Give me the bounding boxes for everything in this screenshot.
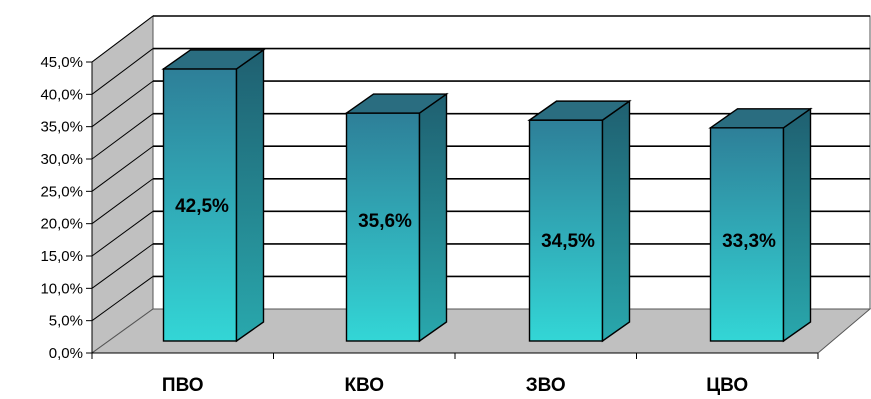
bar-side xyxy=(782,107,812,343)
bar-side xyxy=(235,48,265,343)
data-label: 35,6% xyxy=(358,211,412,232)
bar-top xyxy=(708,108,813,129)
y-tick-label: 20,0% xyxy=(40,216,83,233)
y-axis: 0,0% 5,0% 10,0% 15,0% 20,0% 25,0% 30,0% 35,0% 40… xyxy=(40,54,93,362)
data-label: 33,3% xyxy=(722,231,776,252)
bar: 35,6% xyxy=(344,92,449,343)
bar-side xyxy=(601,99,631,343)
y-tick-label: 30,0% xyxy=(40,151,83,168)
x-tick-label: ЦВО xyxy=(706,375,748,396)
gridline-side xyxy=(91,210,154,257)
bar-side xyxy=(418,92,448,343)
gridline-side xyxy=(91,276,154,322)
x-tick-label: ЗВО xyxy=(526,375,566,396)
gridline-side xyxy=(91,178,154,225)
bar-top xyxy=(161,49,266,70)
bar-front xyxy=(345,112,421,342)
y-tick-label: 10,0% xyxy=(40,280,83,297)
gridline-side xyxy=(91,80,154,128)
x-axis: ПВО КВО ЗВО ЦВО xyxy=(91,352,819,396)
x-tick-label: ПВО xyxy=(162,375,204,396)
gridline-side xyxy=(91,243,154,289)
y-tick-label: 5,0% xyxy=(49,313,83,330)
bar-top xyxy=(527,100,632,121)
bars: 42,5% 35,6% 34,5% 33,3% xyxy=(161,48,813,343)
y-tick-label: 35,0% xyxy=(40,119,83,136)
gridline-side xyxy=(91,145,154,192)
y-tick-label: 40,0% xyxy=(40,86,83,103)
bar-top xyxy=(344,93,449,114)
gridline-side xyxy=(91,113,154,160)
gridline-side xyxy=(91,48,154,95)
bar-front xyxy=(709,127,785,342)
bar: 34,5% xyxy=(527,99,632,343)
data-label: 42,5% xyxy=(175,196,229,217)
bar-front xyxy=(162,68,238,342)
y-tick-label: 0,0% xyxy=(49,345,83,362)
y-tick-label: 25,0% xyxy=(40,183,83,200)
bar: 33,3% xyxy=(708,107,813,343)
bar: 42,5% xyxy=(161,48,266,343)
y-tick-label: 15,0% xyxy=(40,248,83,265)
data-label: 34,5% xyxy=(541,231,595,252)
y-tick-label: 45,0% xyxy=(40,54,83,71)
gridline-side xyxy=(91,15,154,63)
x-tick-label: КВО xyxy=(344,375,384,396)
